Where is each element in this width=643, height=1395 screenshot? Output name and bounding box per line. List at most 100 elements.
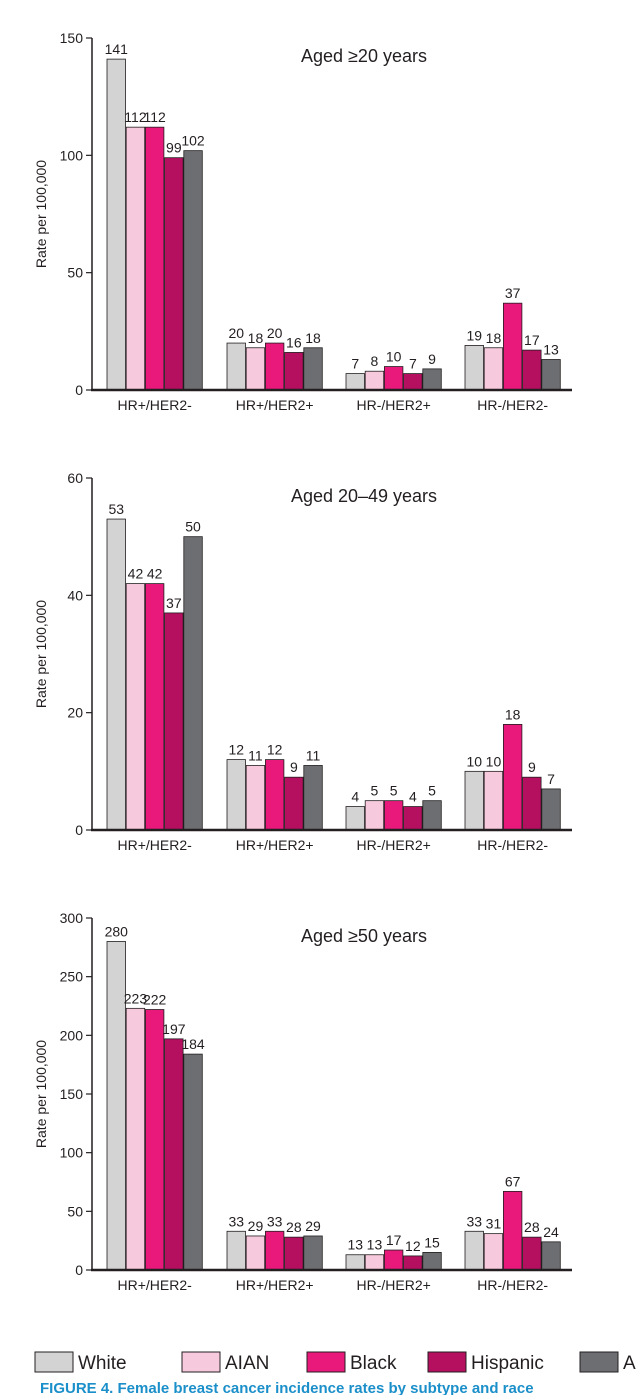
data-label: 11 <box>306 747 321 763</box>
data-label: 112 <box>124 109 147 125</box>
bar <box>125 126 146 391</box>
data-label: 37 <box>166 595 182 611</box>
data-label: 15 <box>424 1234 440 1250</box>
data-label: 11 <box>248 747 263 763</box>
data-label: 222 <box>143 992 167 1008</box>
data-label: 29 <box>248 1218 264 1234</box>
bar <box>245 1235 266 1271</box>
bar <box>164 612 184 831</box>
bar <box>483 347 504 391</box>
x-tick-label: HR-/HER2- <box>477 397 548 413</box>
data-label: 7 <box>409 356 417 372</box>
bar <box>383 800 404 831</box>
bar <box>522 349 542 391</box>
data-label: 37 <box>505 285 521 301</box>
data-label: 197 <box>162 1021 186 1037</box>
y-tick-label: 150 <box>60 30 84 46</box>
bar <box>345 373 365 391</box>
legend-label: White <box>78 1353 127 1374</box>
x-tick-label: HR+/HER2+ <box>236 837 314 853</box>
data-label: 42 <box>147 566 163 582</box>
data-label: 5 <box>371 783 379 799</box>
bar <box>522 776 542 831</box>
legend-label: A <box>623 1353 636 1374</box>
y-axis-label: Rate per 100,000 <box>33 160 49 268</box>
y-tick-label: 200 <box>60 1027 84 1043</box>
bar <box>422 368 442 391</box>
bar <box>541 359 561 391</box>
bar <box>303 765 323 831</box>
y-axis-label: Rate per 100,000 <box>33 1040 49 1148</box>
x-tick-label: HR+/HER2- <box>118 397 193 413</box>
bar <box>464 1230 484 1271</box>
data-label: 28 <box>524 1219 540 1235</box>
data-label: 8 <box>371 353 379 369</box>
bar <box>364 370 385 391</box>
y-tick-label: 100 <box>60 147 84 163</box>
figure-caption: FIGURE 4. Female breast cancer incidence… <box>40 1380 534 1395</box>
data-label: 4 <box>351 789 359 805</box>
data-label: 9 <box>290 759 298 775</box>
bar <box>226 759 246 831</box>
data-label: 9 <box>428 351 436 367</box>
bar <box>541 1241 561 1271</box>
data-label: 4 <box>409 789 417 805</box>
bar <box>422 800 442 831</box>
y-axis-label: Rate per 100,000 <box>33 600 49 708</box>
x-tick-label: HR-/HER2- <box>477 1277 548 1293</box>
legend-swatch <box>34 1351 74 1373</box>
legend-swatch <box>306 1351 346 1373</box>
bar <box>303 347 323 391</box>
data-label: 13 <box>543 341 559 357</box>
data-label: 10 <box>486 753 502 769</box>
data-label: 99 <box>166 140 182 156</box>
bar <box>502 302 523 391</box>
y-tick-label: 300 <box>60 910 84 926</box>
data-label: 13 <box>347 1237 363 1253</box>
bar <box>502 1190 523 1271</box>
data-label: 28 <box>286 1219 302 1235</box>
bar <box>464 770 484 831</box>
data-label: 12 <box>267 742 283 758</box>
data-label: 17 <box>524 332 540 348</box>
y-tick-label: 0 <box>75 822 83 838</box>
bar <box>183 150 203 391</box>
data-label: 112 <box>143 109 166 125</box>
y-tick-label: 50 <box>67 265 83 281</box>
bar <box>106 518 126 831</box>
bar <box>364 800 385 831</box>
x-tick-label: HR+/HER2+ <box>236 397 314 413</box>
bar <box>226 342 246 391</box>
legend-swatch <box>427 1351 467 1373</box>
bar <box>403 1255 423 1271</box>
y-tick-label: 50 <box>67 1203 83 1219</box>
data-label: 5 <box>428 783 436 799</box>
data-label: 184 <box>181 1036 205 1052</box>
data-label: 223 <box>124 990 148 1006</box>
data-label: 7 <box>351 356 359 372</box>
data-label: 29 <box>305 1218 321 1234</box>
bar <box>284 1236 304 1271</box>
y-tick-label: 100 <box>60 1145 84 1161</box>
data-label: 31 <box>486 1216 502 1232</box>
data-label: 10 <box>466 753 482 769</box>
data-label: 42 <box>128 566 144 582</box>
bar <box>144 126 165 391</box>
data-label: 12 <box>405 1238 421 1254</box>
x-tick-label: HR-/HER2+ <box>357 1277 431 1293</box>
y-tick-label: 40 <box>67 587 83 603</box>
bar <box>422 1252 442 1271</box>
bar <box>144 1009 165 1271</box>
bar <box>345 1254 365 1271</box>
bar <box>541 788 561 831</box>
y-tick-label: 20 <box>67 705 83 721</box>
data-label: 67 <box>505 1173 521 1189</box>
x-tick-label: HR+/HER2+ <box>236 1277 314 1293</box>
data-label: 18 <box>305 330 321 346</box>
bar <box>284 352 304 391</box>
bar <box>245 347 266 391</box>
y-tick-label: 0 <box>75 382 83 398</box>
legend-swatch <box>181 1351 221 1373</box>
data-label: 33 <box>466 1213 482 1229</box>
data-label: 9 <box>528 759 536 775</box>
